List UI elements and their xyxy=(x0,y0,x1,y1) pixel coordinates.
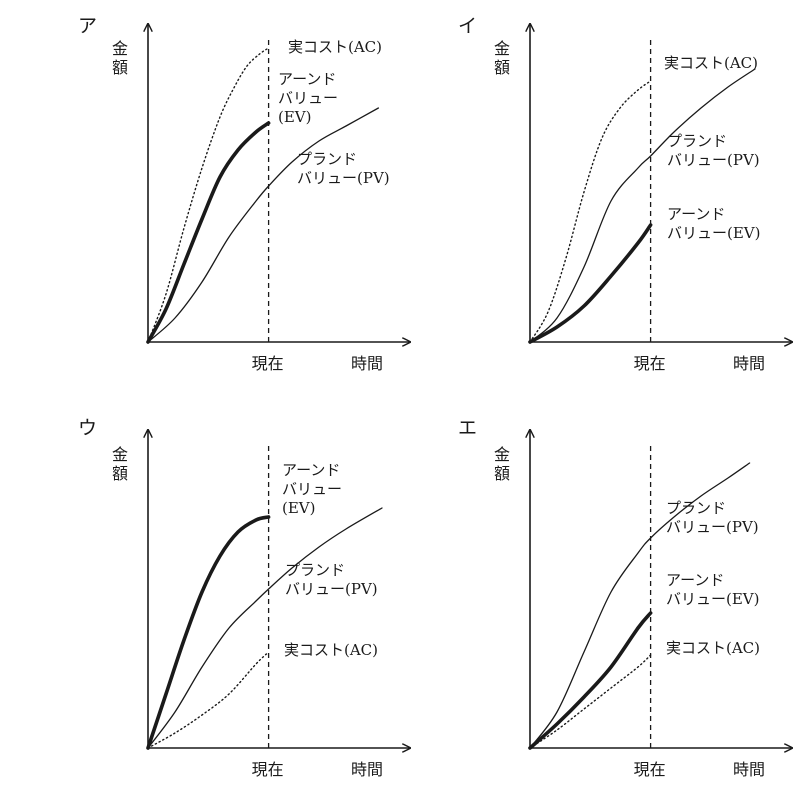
series-line-thin xyxy=(147,507,383,749)
series-line-bold xyxy=(146,121,271,344)
series-line-bold xyxy=(528,223,653,344)
series-label: アーンドバリュー(EV) xyxy=(282,461,342,517)
series-label: アーンドバリュー(EV) xyxy=(667,205,761,242)
now-label: 現在 xyxy=(634,760,666,779)
series-label: アーンドバリュー(EV) xyxy=(278,70,338,126)
series-line-dotted xyxy=(529,80,652,343)
panel-label: ア xyxy=(78,15,97,37)
panel-label: エ xyxy=(458,417,477,439)
series-label: 実コスト(AC) xyxy=(666,639,760,657)
series-line-dotted xyxy=(529,654,652,749)
y-axis-label: 金額 xyxy=(494,445,510,483)
series-line-bold xyxy=(146,515,271,750)
now-label: 現在 xyxy=(252,354,284,373)
series-line-dotted xyxy=(147,651,270,749)
panel-label: イ xyxy=(458,15,477,37)
x-axis-label: 時間 xyxy=(733,354,765,373)
x-axis-label: 時間 xyxy=(351,354,383,373)
series-line-thin xyxy=(529,68,756,343)
x-axis-label: 時間 xyxy=(351,760,383,779)
series-label: アーンドバリュー(EV) xyxy=(666,571,760,608)
series-label: 実コスト(AC) xyxy=(288,38,382,56)
series-line-dotted xyxy=(147,47,270,343)
series-label: プランドバリュー(PV) xyxy=(285,561,378,598)
y-axis-label: 金額 xyxy=(494,39,510,77)
series-label: プランドバリュー(PV) xyxy=(666,499,759,536)
series-label: プランドバリュー(PV) xyxy=(297,150,390,187)
series-label: 実コスト(AC) xyxy=(284,641,378,659)
y-axis-label: 金額 xyxy=(112,39,128,77)
panel-label: ウ xyxy=(78,417,97,439)
series-label: 実コスト(AC) xyxy=(664,54,758,72)
now-label: 現在 xyxy=(252,760,284,779)
series-label: プランドバリュー(PV) xyxy=(667,132,760,169)
y-axis-label: 金額 xyxy=(112,445,128,483)
series-line-bold xyxy=(528,611,653,750)
x-axis-label: 時間 xyxy=(733,760,765,779)
now-label: 現在 xyxy=(634,354,666,373)
series-line-thin xyxy=(529,462,751,749)
series-line-thin xyxy=(147,107,380,343)
